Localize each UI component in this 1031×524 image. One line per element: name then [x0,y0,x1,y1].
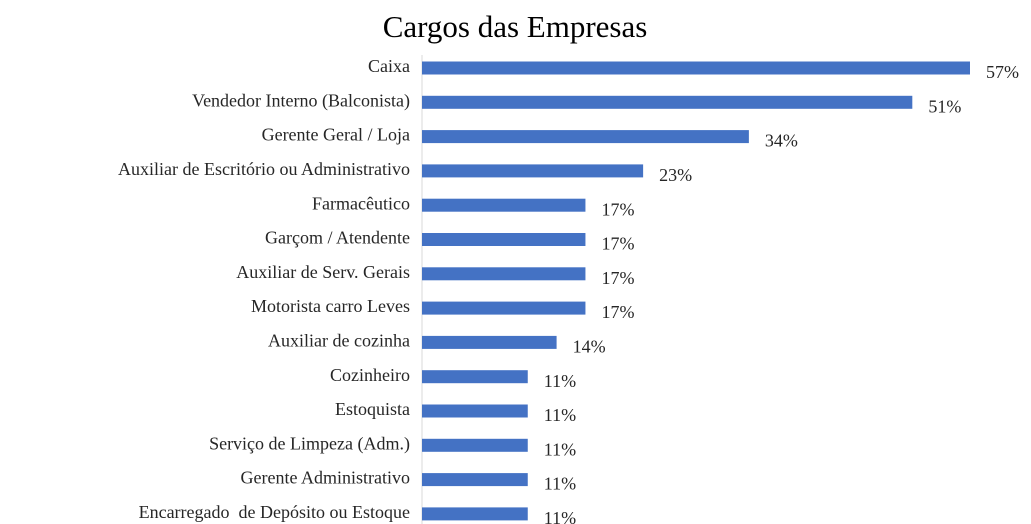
value-label: 51% [928,96,961,116]
value-label: 11% [544,508,576,524]
bar [422,233,586,246]
value-label: 11% [544,474,576,494]
bar [422,473,528,487]
bar [422,404,528,418]
category-label: Farmacêutico [312,193,410,213]
bar [422,507,528,521]
value-label: 17% [601,234,634,254]
value-label: 11% [544,439,576,459]
bar [422,164,644,178]
value-label: 11% [544,371,576,391]
category-label: Auxiliar de cozinha [268,331,410,351]
bar [422,95,913,109]
category-label: Cozinheiro [330,365,410,385]
chart-title: Cargos das Empresas [383,9,648,44]
value-label: 17% [601,199,634,219]
value-label: 11% [544,405,576,425]
category-label: Vendedor Interno (Balconista) [192,90,410,111]
value-label: 23% [659,165,692,185]
category-label: Serviço de Limpeza (Adm.) [209,433,410,454]
category-label: Auxiliar de Escritório ou Administrativo [118,159,410,179]
value-label: 17% [601,268,634,288]
bar [422,370,528,384]
category-label: Garçom / Atendente [265,228,410,248]
category-label: Estoquista [335,399,410,419]
bar [422,438,528,452]
bar [422,301,586,315]
category-label: Gerente Geral / Loja [262,125,410,145]
value-label: 17% [601,302,634,322]
value-label: 57% [986,62,1019,82]
bar [422,198,586,212]
bar [422,61,970,75]
value-label: 14% [573,337,606,357]
bar [422,130,749,144]
bar [422,267,586,281]
category-label: Caixa [368,56,410,76]
bar [422,335,557,349]
category-label: Gerente Administrativo [241,468,410,488]
value-label: 34% [765,131,798,151]
category-label: Encarregado de Depósito ou Estoque [139,502,410,522]
category-label: Auxiliar de Serv. Gerais [236,262,410,282]
category-label: Motorista carro Leves [251,296,410,316]
